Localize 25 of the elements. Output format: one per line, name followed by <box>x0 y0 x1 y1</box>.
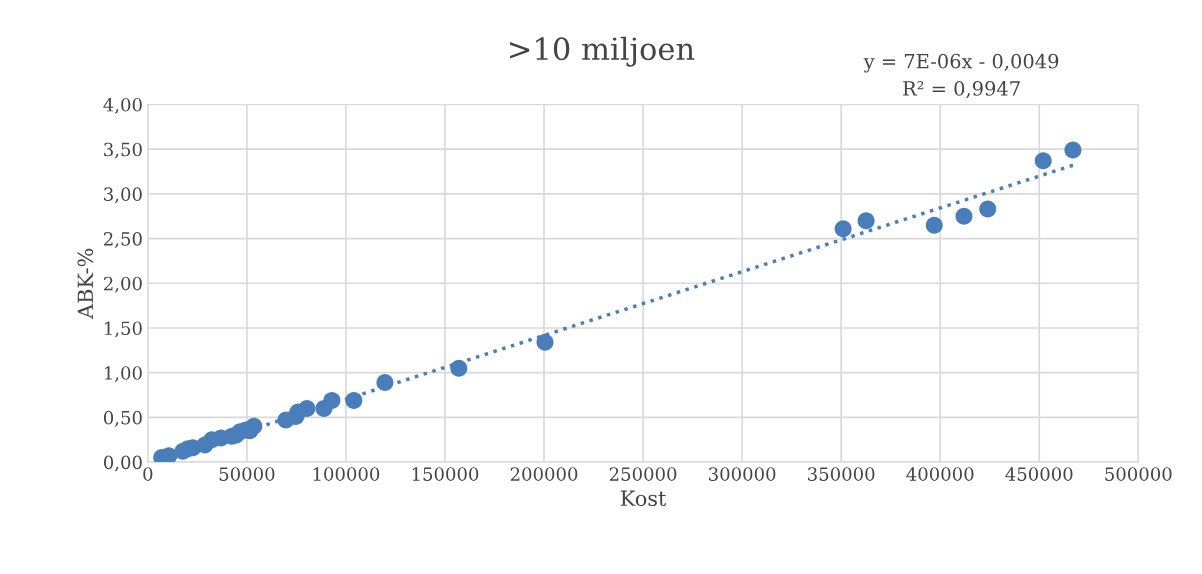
y-tick-label: 1,00 <box>104 366 142 382</box>
text: y = 7E-06x - 0,0049 <box>863 53 1059 73</box>
x-tick-label: 300000 <box>709 467 776 481</box>
x-tick-label: 350000 <box>808 467 875 481</box>
y-tick-label: 0,00 <box>103 455 142 472</box>
text: R² = 0,9947 <box>903 81 1020 99</box>
chart-title: >10 miljoen <box>510 36 695 67</box>
x-tick-label: 150000 <box>412 467 479 481</box>
x-axis-title: Kost <box>620 490 667 507</box>
x-tick-label: 100000 <box>313 467 380 481</box>
y-tick-label: 2,50 <box>104 232 142 248</box>
y-tick-label: 3,50 <box>104 142 142 159</box>
y-tick-label: 2,00 <box>104 276 142 293</box>
x-tick-label: 250000 <box>609 467 677 481</box>
y-tick-label: 0,50 <box>103 410 142 427</box>
y-tick-label: 1,50 <box>104 321 142 338</box>
y-tick-label: 4,00 <box>103 97 142 114</box>
x-tick-label: 400000 <box>906 467 974 481</box>
y-tick-label: 3,00 <box>104 187 142 204</box>
y-axis-title: ABK-% <box>77 248 94 320</box>
x-tick-label: 200000 <box>510 467 578 481</box>
x-tick-label: 500000 <box>1105 467 1172 481</box>
x-tick-label: 450000 <box>1005 467 1073 481</box>
x-tick-label: 50000 <box>219 467 275 481</box>
x-tick-label: 0 <box>143 467 153 481</box>
